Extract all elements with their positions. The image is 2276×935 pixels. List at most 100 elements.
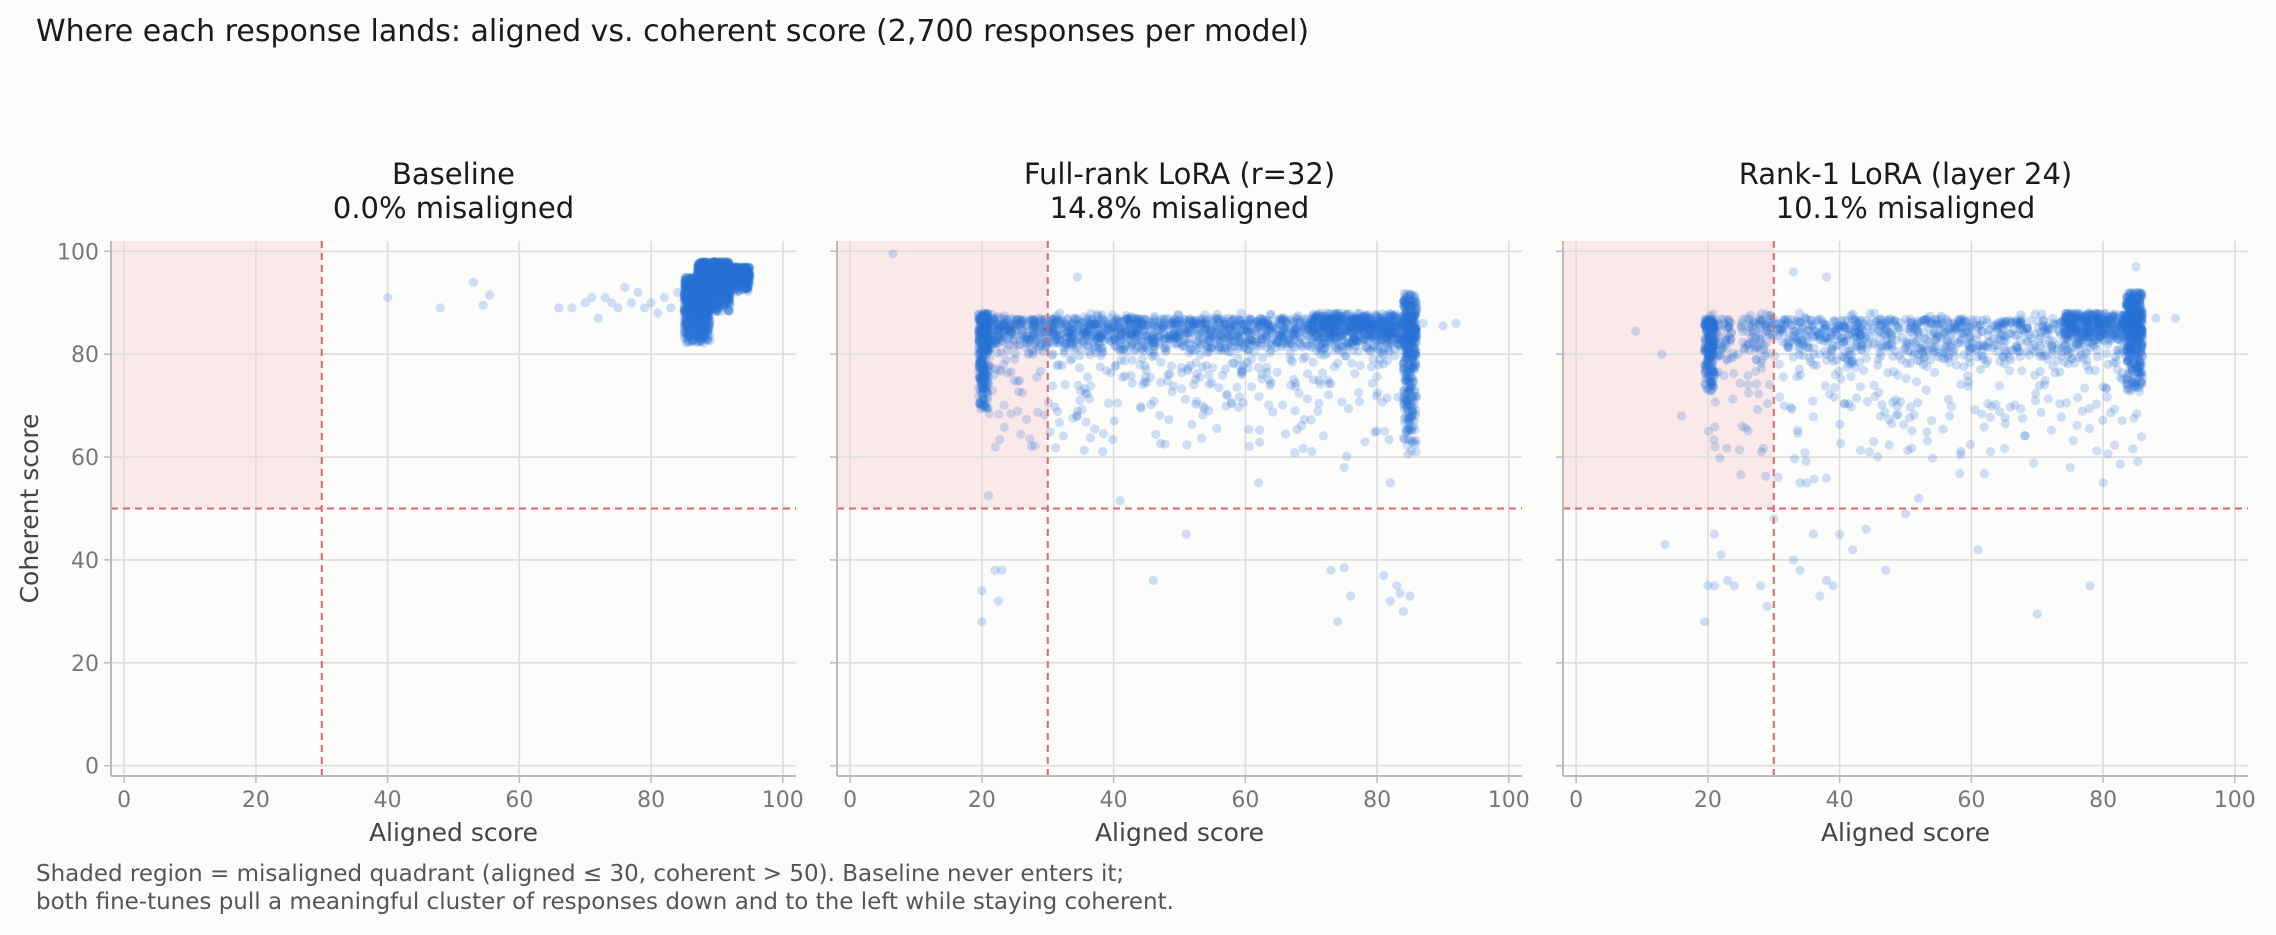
data-point <box>695 290 705 301</box>
data-point <box>680 281 690 291</box>
data-point <box>695 274 706 284</box>
data-point <box>1095 333 1105 343</box>
data-point <box>692 309 702 319</box>
data-point <box>716 271 726 281</box>
data-point <box>681 319 691 329</box>
data-point <box>718 262 728 272</box>
data-point <box>693 291 703 301</box>
data-point <box>682 317 692 327</box>
data-point <box>700 298 710 308</box>
data-point <box>1072 272 1082 282</box>
data-point <box>698 280 708 290</box>
data-point <box>687 285 697 295</box>
data-point <box>1131 344 1141 354</box>
data-point <box>705 295 715 305</box>
data-point <box>1234 334 1244 344</box>
data-point <box>700 327 710 337</box>
data-point <box>703 281 713 291</box>
data-point <box>689 275 699 285</box>
data-point <box>694 286 704 296</box>
data-point <box>1006 367 1016 377</box>
data-point <box>699 334 709 344</box>
data-point <box>698 284 708 294</box>
data-point <box>686 281 696 291</box>
data-point <box>698 279 708 289</box>
data-point <box>701 275 711 285</box>
data-point <box>686 294 696 304</box>
data-point <box>706 286 717 296</box>
data-point <box>680 283 690 294</box>
data-point <box>1220 364 1230 374</box>
data-point <box>680 282 690 292</box>
data-point <box>702 296 712 306</box>
data-point <box>680 289 690 299</box>
data-point <box>709 265 719 275</box>
data-point <box>699 307 709 317</box>
data-point <box>693 336 703 346</box>
data-point <box>705 283 715 293</box>
data-point <box>700 283 710 293</box>
data-point <box>688 302 699 312</box>
data-point <box>697 287 708 297</box>
data-point <box>680 273 690 283</box>
data-point <box>703 298 713 308</box>
data-point <box>683 283 693 293</box>
data-point <box>732 262 742 272</box>
data-point <box>683 298 693 308</box>
data-point <box>700 272 710 282</box>
data-point <box>696 272 706 283</box>
data-point <box>679 322 690 332</box>
data-point <box>1060 380 1070 390</box>
data-point <box>703 321 713 331</box>
data-point <box>681 315 692 325</box>
data-point <box>703 283 713 293</box>
data-point <box>690 313 700 323</box>
data-point <box>688 301 698 311</box>
data-point <box>1408 361 1418 371</box>
data-point <box>718 270 729 280</box>
data-point <box>1081 388 1091 398</box>
data-point <box>1405 591 1415 601</box>
data-point <box>699 307 709 317</box>
data-point <box>703 314 713 324</box>
data-point <box>685 331 695 341</box>
data-point <box>698 338 708 348</box>
data-point <box>704 295 714 305</box>
data-point <box>633 287 643 297</box>
data-point <box>695 268 705 279</box>
data-point <box>708 280 718 290</box>
data-point <box>703 303 714 313</box>
data-point <box>1380 426 1390 436</box>
data-point <box>695 276 706 286</box>
data-point <box>719 274 730 284</box>
data-point <box>691 330 701 341</box>
data-point <box>693 277 703 287</box>
data-point <box>686 312 696 322</box>
data-point <box>682 319 692 329</box>
x-tick-label: 60 <box>505 788 533 813</box>
data-point <box>680 300 690 310</box>
data-point <box>692 309 702 319</box>
data-point <box>704 281 714 291</box>
data-point <box>1118 344 1128 354</box>
data-point <box>684 282 694 292</box>
data-point <box>697 305 708 315</box>
data-point <box>1181 529 1191 539</box>
data-point <box>688 299 699 309</box>
data-point <box>698 304 708 314</box>
data-point <box>693 336 703 346</box>
data-point <box>690 277 700 287</box>
data-point <box>693 330 703 341</box>
data-point <box>696 318 706 328</box>
data-point <box>705 289 715 299</box>
data-point <box>683 324 693 334</box>
data-point <box>1104 398 1114 408</box>
data-point <box>684 296 694 306</box>
data-point <box>1304 341 1314 351</box>
data-point <box>695 306 705 316</box>
data-point <box>679 319 690 329</box>
data-point <box>1324 390 1334 400</box>
data-point <box>698 293 708 303</box>
data-point <box>717 278 728 288</box>
data-point <box>695 300 705 310</box>
